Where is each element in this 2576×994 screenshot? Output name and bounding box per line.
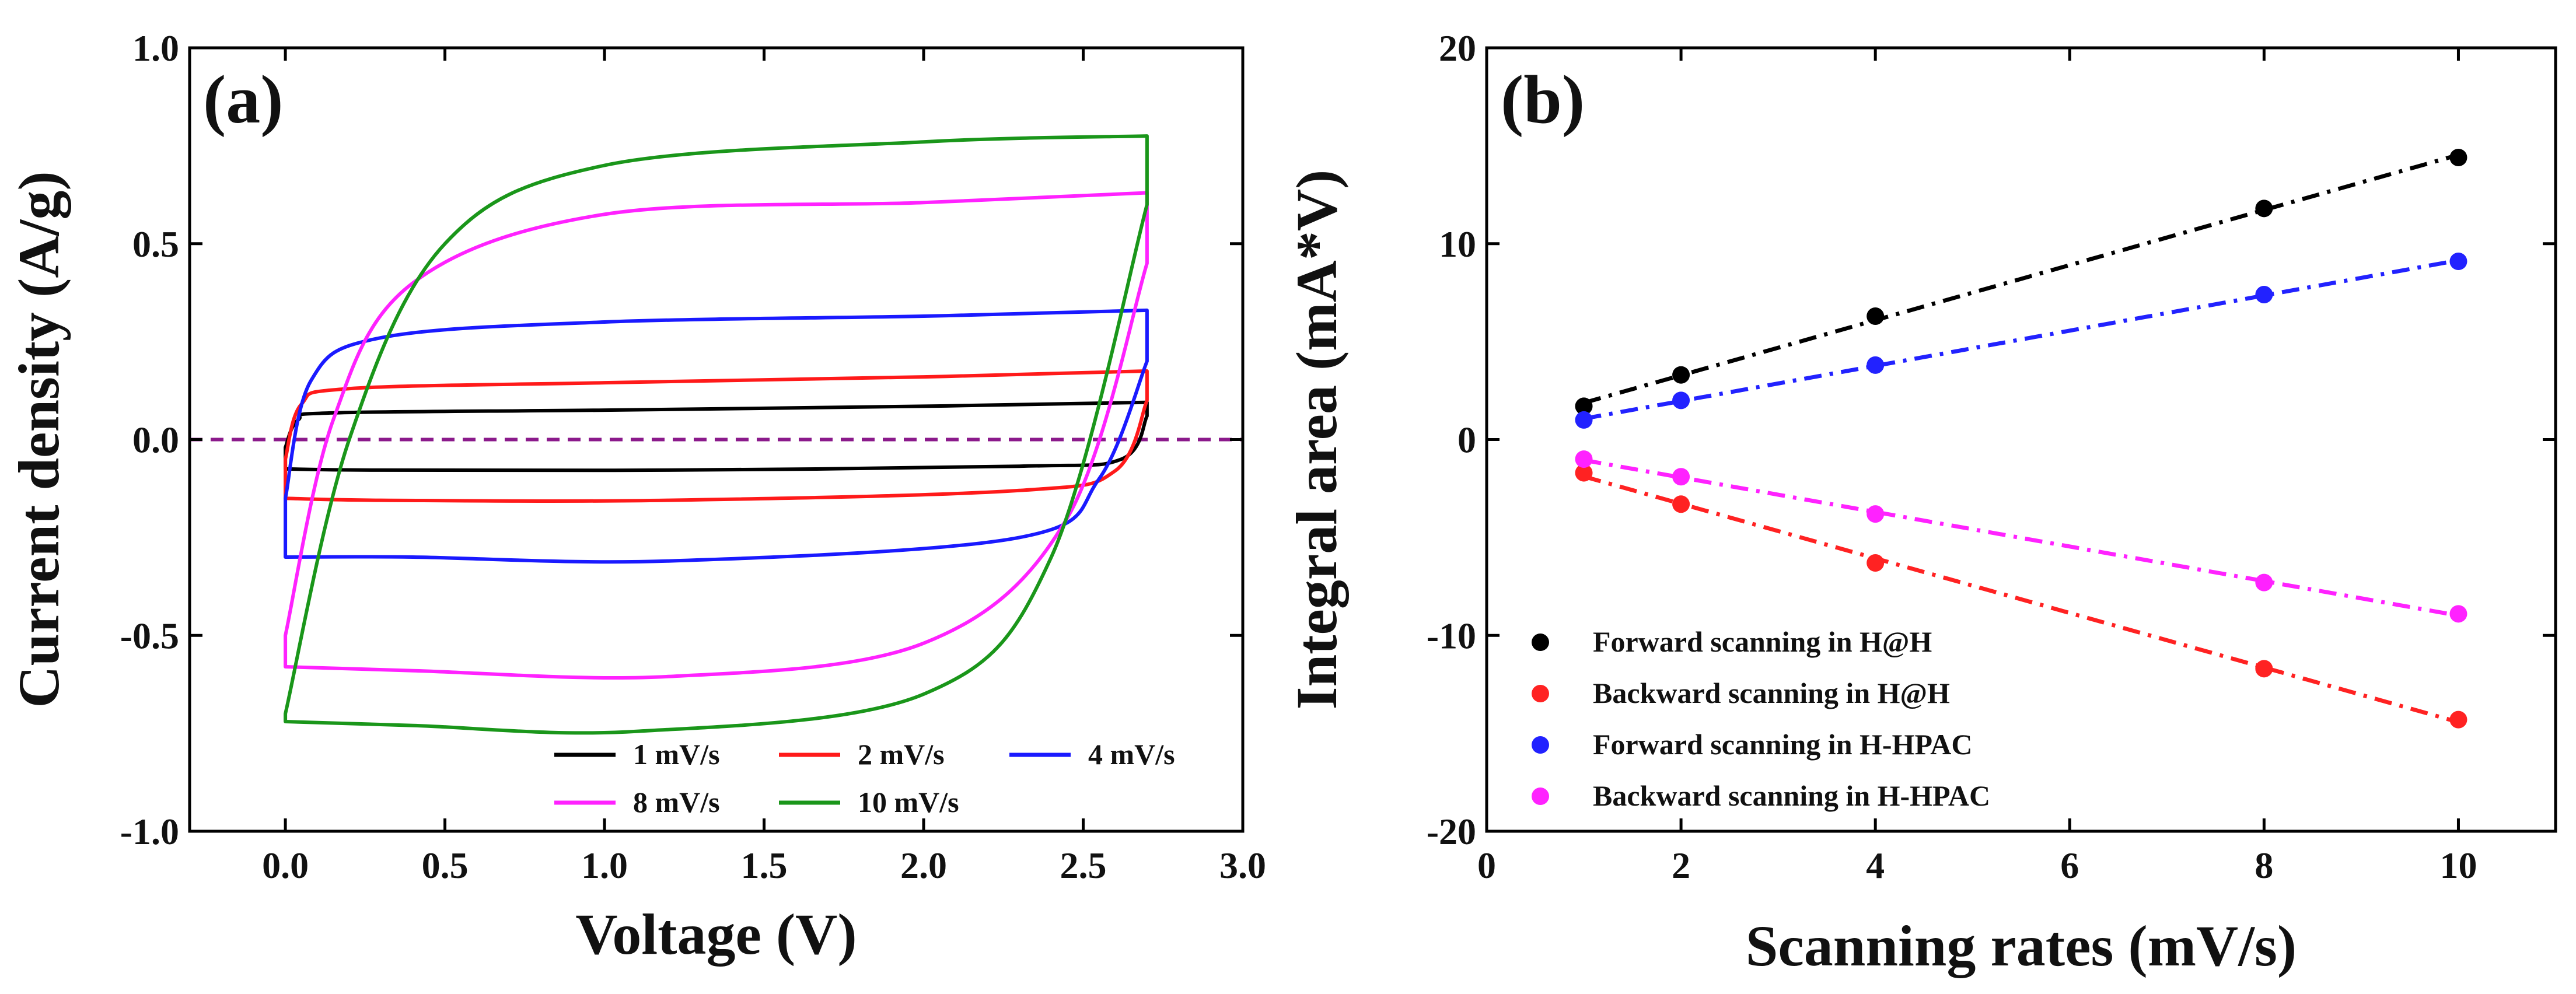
x-tick-label: 6 (2060, 845, 2079, 886)
legend-label: Backward scanning in H-HPAC (1593, 779, 1990, 812)
fit-line (1583, 258, 2459, 421)
legend-label: Backward scanning in H@H (1593, 677, 1950, 709)
fit-line (1583, 458, 2459, 618)
x-tick-label: 4 (1866, 845, 1885, 886)
x-tick-label: 10 (2439, 845, 2477, 886)
legend-label: 2 mV/s (858, 738, 945, 771)
x-tick-label: 0.0 (262, 845, 309, 886)
x-tick-label: 2.0 (900, 845, 947, 886)
x-tick-label: 2.5 (1060, 845, 1107, 886)
data-point (1867, 505, 1885, 523)
panel-label-a: (a) (203, 61, 284, 138)
y-tick-label: 0 (1457, 419, 1476, 461)
data-point (1867, 307, 1885, 325)
data-point (1575, 411, 1593, 429)
legend-label: Forward scanning in H@H (1593, 625, 1932, 658)
data-point (1672, 391, 1690, 410)
data-point (1672, 468, 1690, 486)
y-tick-label: 0.0 (132, 419, 179, 461)
legend-marker (1532, 788, 1549, 805)
data-point (1867, 356, 1885, 374)
legend-marker (1532, 685, 1549, 702)
x-tick-label: 3.0 (1219, 845, 1266, 886)
cv-curve-10mvs (284, 134, 1149, 735)
data-point (1575, 450, 1593, 468)
data-point (2449, 710, 2467, 729)
x-axis-title: Scanning rates (mV/s) (1746, 914, 2297, 978)
data-point (2255, 286, 2273, 304)
data-point (2255, 200, 2273, 218)
legend-label: 8 mV/s (633, 786, 720, 818)
legend-label: 4 mV/s (1088, 738, 1175, 771)
x-tick-label: 1.0 (581, 845, 628, 886)
panel-label-b: (b) (1501, 61, 1585, 138)
cv-curve-8mvs (284, 191, 1149, 680)
y-axis-title: Current density (A/g) (6, 171, 71, 708)
y-tick-label: -0.5 (120, 615, 179, 656)
data-point (1672, 366, 1690, 384)
legend-label: Forward scanning in H-HPAC (1593, 728, 1973, 761)
legend-marker (1532, 736, 1549, 754)
fit-line (1583, 153, 2459, 405)
data-point (2449, 149, 2467, 167)
y-tick-label: -20 (1427, 811, 1476, 852)
legend-label: 1 mV/s (633, 738, 720, 771)
plot-frame (1485, 46, 2557, 833)
x-axis-title: Voltage (V) (575, 902, 857, 967)
legend-marker (1532, 634, 1549, 651)
y-tick-label: 10 (1439, 223, 1476, 265)
y-tick-label: 20 (1439, 27, 1476, 69)
x-tick-label: 0.5 (422, 845, 469, 886)
cv-curve-4mvs (284, 308, 1149, 564)
data-point (1867, 554, 1885, 572)
cv-curve-1mvs (284, 400, 1149, 473)
fit-line (1583, 474, 2459, 724)
x-tick-label: 0 (1477, 845, 1496, 886)
legend-label: 10 mV/s (858, 786, 959, 818)
y-tick-label: -1.0 (120, 811, 179, 852)
data-point (2449, 252, 2467, 270)
data-point (1672, 495, 1690, 513)
data-point (1575, 464, 1593, 482)
data-point (2255, 660, 2273, 678)
data-point (2255, 573, 2273, 592)
x-tick-label: 8 (2255, 845, 2273, 886)
cv-curve-2mvs (284, 369, 1149, 503)
y-tick-label: -10 (1427, 615, 1476, 656)
y-axis-title: Integral area (mA*V) (1284, 170, 1349, 710)
x-tick-label: 2 (1672, 845, 1690, 886)
x-tick-label: 1.5 (741, 845, 788, 886)
y-tick-label: 0.5 (132, 223, 179, 265)
y-tick-label: 1.0 (132, 27, 179, 69)
data-point (2449, 605, 2467, 623)
data-point (1575, 397, 1593, 415)
